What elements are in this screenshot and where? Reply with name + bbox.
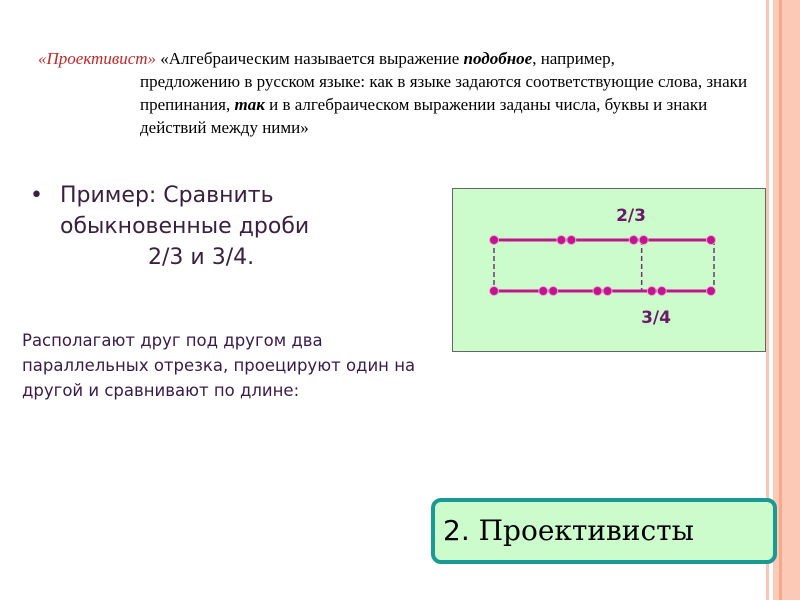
title-text: Проективисты	[478, 514, 694, 547]
slide-title: 2. Проективисты	[431, 498, 777, 564]
segment-point	[548, 286, 559, 296]
segment-point	[706, 235, 716, 245]
example-text: Пример: Сравнить обыкновенные дроби	[60, 183, 310, 239]
example-bullet: • Пример: Сравнить обыкновенные дроби 2/…	[30, 180, 350, 273]
segment-point	[602, 286, 613, 296]
segment-point	[592, 286, 603, 296]
segment-point	[489, 235, 499, 245]
decor-stripe	[766, 0, 769, 600]
decor-stripe	[779, 0, 782, 600]
quote-text: «Алгебраическим называется выражение	[156, 49, 464, 68]
description: Располагают друг под другом два параллел…	[22, 331, 416, 400]
segment-point	[656, 286, 667, 296]
label-three-quarters: 3/4	[641, 308, 671, 328]
example-fractions: 2/3 и 3/4.	[148, 245, 255, 270]
quote-block: «Проективист» «Алгебраическим называется…	[38, 47, 758, 139]
diagram-box: 2/3 3/4	[452, 188, 766, 352]
segment-point	[538, 286, 549, 296]
quote-text: предложению в русском языке: как в языке…	[140, 72, 748, 114]
segment-point	[638, 235, 649, 245]
quote-text: , например,	[532, 49, 615, 68]
bullet-icon: •	[30, 183, 43, 208]
segment-point	[706, 286, 716, 296]
quote-emphasis: подобное	[463, 49, 533, 68]
segment-point	[646, 286, 657, 296]
segment-point	[628, 235, 639, 245]
quote-emphasis: так	[234, 95, 265, 114]
decor-band	[773, 0, 800, 600]
quote-author: «Проективист»	[38, 49, 157, 68]
segment-point	[489, 286, 499, 296]
quote-text: и в алгебраическом выражении заданы числ…	[140, 95, 708, 137]
title-number: 2.	[443, 514, 479, 547]
segment-point	[566, 235, 577, 245]
segment-point	[556, 235, 567, 245]
label-two-thirds: 2/3	[616, 206, 646, 226]
